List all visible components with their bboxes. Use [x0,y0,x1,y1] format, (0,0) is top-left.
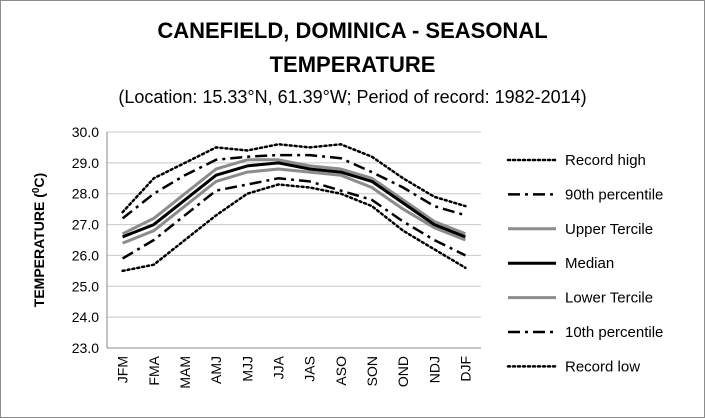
y-tick-label: 24.0 [72,309,99,325]
legend-entry: Median [565,255,614,272]
y-tick-label: 25.0 [72,278,99,294]
chart-title-line-2: TEMPERATURE [269,52,436,77]
legend-entry: 90th percentile [565,186,663,203]
x-tick-label: NDJ [426,356,442,383]
chart-subtitle: (Location: 15.33°N, 61.39°W; Period of r… [118,87,587,107]
chart-title-line-1: CANEFIELD, DOMINICA - SEASONAL [157,18,548,43]
y-axis-label: TEMPERATURE (0C) [31,173,47,307]
legend-entry: Lower Tercile [565,290,653,307]
y-tick-label: 30.0 [72,124,99,140]
series-line-median [122,161,466,239]
series-line-lower-tercile [122,167,466,245]
x-tick-label: AMJ [208,356,224,384]
x-tick-label: MJJ [239,356,255,382]
x-tick-label: JJA [270,355,286,379]
x-axis-ticks: JFM FMA MAM AMJ MJJ JJA JAS ASO SON OND NDJ DJF [115,355,474,388]
x-tick-label: FMA [146,355,162,385]
series-line-90th-percentile [121,153,466,220]
x-tick-label: DJF [457,356,473,382]
series-line-record-high [121,143,467,214]
x-tick-label: SON [364,356,380,386]
gridlines [106,131,481,349]
x-tick-label: JFM [115,356,131,383]
series-line-10th-percentile [121,177,466,260]
series-lines [121,143,467,273]
x-tick-label: OND [395,356,411,387]
y-tick-label: 28.0 [72,186,99,202]
legend-entry: Upper Tercile [565,221,653,238]
x-tick-label: MAM [177,356,193,389]
y-tick-label: 27.0 [72,217,99,233]
legend-entry: Record high [565,152,646,169]
legend-entry: 10th percentile [565,324,663,341]
legend: Record high 90th percentile Upper Tercile M… [506,152,663,375]
x-tick-label: JAS [302,356,318,382]
legend-entry: Record low [565,358,640,375]
series-line-upper-tercile [121,158,466,236]
series-line-record-low [121,183,467,273]
y-tick-label: 26.0 [72,247,99,263]
y-tick-label: 23.0 [72,340,99,356]
y-axis-ticks: 23.0 24.0 25.0 26.0 27.0 28.0 29.0 30.0 [72,124,99,356]
y-tick-label: 29.0 [72,155,99,171]
x-tick-label: ASO [333,356,349,386]
